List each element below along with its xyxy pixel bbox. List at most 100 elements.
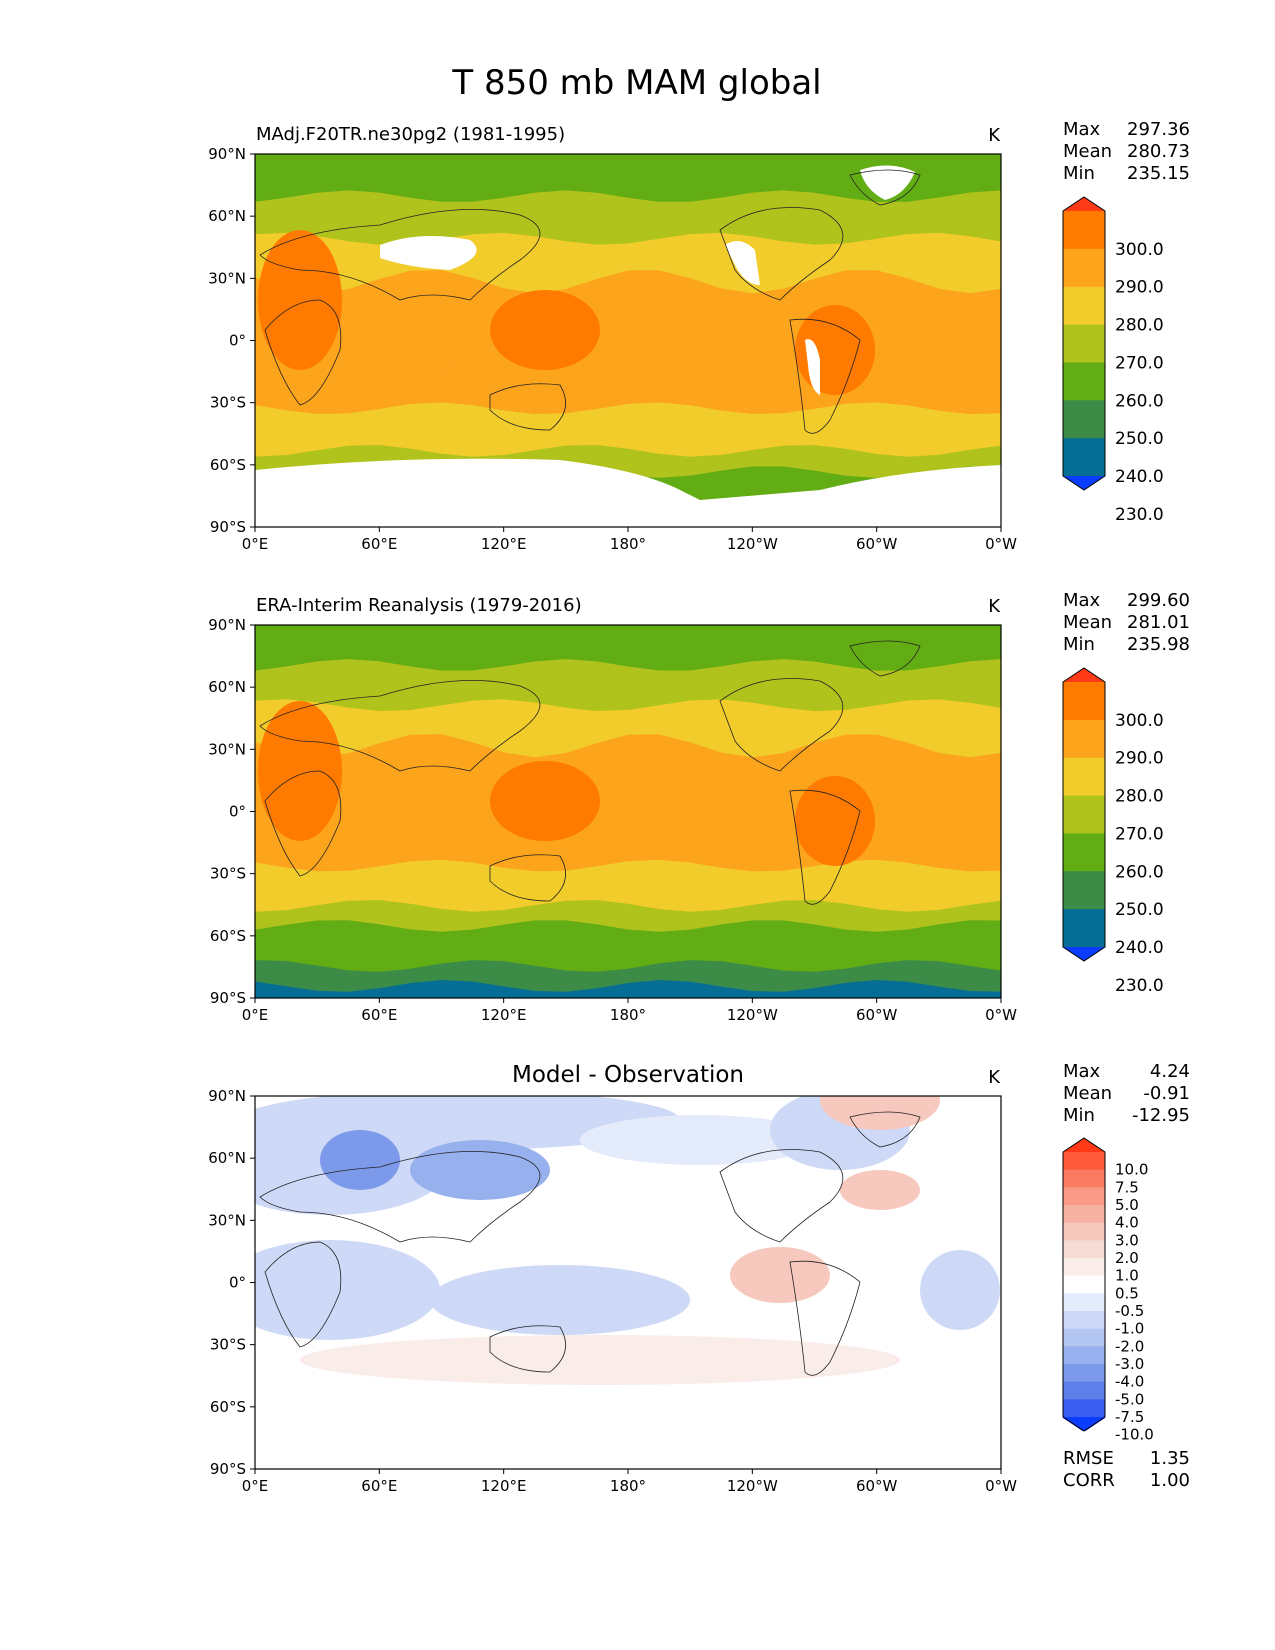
coastline — [789, 1260, 861, 1376]
y-tick-label: 60°S — [210, 927, 246, 945]
y-tick-label: 60°S — [210, 1398, 246, 1416]
coastline — [849, 1111, 921, 1148]
map-field — [255, 1096, 1001, 1469]
masked-region — [255, 1433, 700, 1469]
stat-value: -0.91 — [1143, 1083, 1190, 1104]
y-tick-label: 0° — [229, 1274, 246, 1292]
stats-block: Max 297.36 Mean 280.73 Min 235.15 — [1063, 119, 1190, 184]
coastline — [264, 770, 342, 877]
colorbar-label: 280.0 — [1115, 787, 1164, 807]
stat-name: Mean — [1063, 612, 1112, 633]
stats-block: Max 4.24 Mean -0.91 Min -12.95 — [1063, 1061, 1190, 1126]
x-tick-label: 60°E — [361, 1477, 397, 1495]
colorbar-label: 280.0 — [1115, 316, 1164, 336]
coastlines — [259, 169, 921, 434]
y-tick-label: 60°N — [208, 207, 246, 225]
colorbar-fill — [1063, 668, 1105, 961]
colorbar-label: -1.0 — [1115, 1320, 1144, 1338]
colorbar-label: 250.0 — [1115, 900, 1164, 920]
colorbar-swatch — [1063, 871, 1105, 910]
colorbar-swatch — [1063, 1275, 1105, 1294]
stat-name: Min — [1063, 163, 1095, 184]
colorbar-label: -0.5 — [1115, 1302, 1144, 1320]
warm-region — [490, 290, 600, 370]
colorbar-extend-top — [1063, 668, 1105, 682]
coastline — [264, 1241, 342, 1348]
x-tick-label: 180° — [610, 1006, 646, 1024]
coastlines — [259, 1111, 921, 1376]
difference-region — [410, 1140, 550, 1200]
masked-region — [860, 165, 915, 200]
map-field — [255, 625, 1001, 998]
colorbar-swatch — [1063, 909, 1105, 948]
stat-name: Max — [1063, 590, 1101, 611]
colorbar-swatch — [1063, 400, 1105, 439]
warm-region — [490, 761, 600, 841]
difference-region — [580, 1115, 820, 1165]
colorbar-extend-top — [1063, 197, 1105, 211]
difference-region — [430, 1265, 690, 1335]
colorbar-label: -5.0 — [1115, 1390, 1144, 1408]
colorbar: 300.0 290.0 280.0 270.0 260.0 250.0 240.0 230.0 — [1062, 667, 1164, 996]
y-tick-label: 30°S — [210, 865, 246, 883]
stat-value: 280.73 — [1127, 141, 1190, 162]
y-tick-label: 90°N — [208, 145, 246, 163]
colorbar-swatch — [1063, 286, 1105, 326]
colorbar-label: -3.0 — [1115, 1355, 1144, 1373]
colorbar-label: 290.0 — [1115, 749, 1164, 769]
coastline — [259, 1151, 541, 1243]
corr-name: CORR — [1063, 1470, 1115, 1491]
y-tick-label: 30°N — [208, 1211, 246, 1229]
x-tick-label: 60°E — [361, 1006, 397, 1024]
colorbar-label: 0.5 — [1115, 1284, 1139, 1302]
coastline — [489, 383, 567, 431]
colorbar-swatch — [1063, 719, 1105, 759]
x-tick-label: 0°W — [985, 1006, 1017, 1024]
x-tick-label: 120°E — [481, 1006, 527, 1024]
corr-value: 1.00 — [1150, 1470, 1190, 1491]
units-label: K — [988, 596, 1001, 617]
colorbar-extend-top — [1063, 1138, 1105, 1152]
stat-value: -12.95 — [1132, 1105, 1190, 1126]
stat-name: Max — [1063, 119, 1101, 140]
x-tick-label: 120°W — [727, 1006, 778, 1024]
colorbar-label: 300.0 — [1115, 240, 1164, 260]
coastline — [489, 854, 567, 902]
stat-value: 299.60 — [1127, 590, 1190, 611]
colorbar-outline — [1062, 1137, 1106, 1432]
missing-data-mask — [255, 165, 1001, 527]
units-label: K — [988, 1067, 1001, 1088]
colorbar-label: 4.0 — [1115, 1214, 1139, 1232]
x-tick-label: 60°W — [856, 1477, 898, 1495]
colorbar-label: -7.5 — [1115, 1408, 1144, 1426]
y-tick-label: 60°S — [210, 456, 246, 474]
colorbar-swatch — [1063, 1293, 1105, 1312]
map-field — [255, 154, 1001, 527]
colorbar-swatch — [1063, 362, 1105, 401]
x-tick-label: 60°E — [361, 535, 397, 553]
difference-region — [920, 1250, 1000, 1330]
colorbar-label: 2.0 — [1115, 1249, 1139, 1267]
stat-name: Min — [1063, 634, 1095, 655]
colorbar-swatch — [1063, 682, 1105, 721]
axis-ticks: 0°E 60°E 120°E 180° 120°W 60°W 0°W 90°N 60°N 30°N… — [208, 616, 1017, 1024]
y-tick-label: 0° — [229, 803, 246, 821]
temperature-field — [255, 625, 1001, 998]
colorbar-label: 260.0 — [1115, 391, 1164, 411]
x-tick-label: 180° — [610, 535, 646, 553]
panel-title: Model - Observation — [512, 1062, 744, 1088]
colorbar-swatch — [1063, 795, 1105, 835]
axis-ticks: 0°E 60°E 120°E 180° 120°W 60°W 0°W 90°N 60°N 30°N… — [208, 1087, 1017, 1495]
colorbar-swatch — [1063, 833, 1105, 872]
stat-value: 4.24 — [1150, 1061, 1190, 1082]
y-tick-label: 90°S — [210, 518, 246, 536]
colorbar-swatch — [1063, 1222, 1105, 1241]
colorbar-label: 270.0 — [1115, 353, 1164, 373]
stat-value: 281.01 — [1127, 612, 1190, 633]
stat-name: Min — [1063, 1105, 1095, 1126]
x-tick-label: 180° — [610, 1477, 646, 1495]
masked-region — [725, 241, 760, 285]
missing-data-mask — [255, 1433, 700, 1469]
coastlines — [259, 640, 921, 905]
colorbar-label: 5.0 — [1115, 1196, 1139, 1214]
